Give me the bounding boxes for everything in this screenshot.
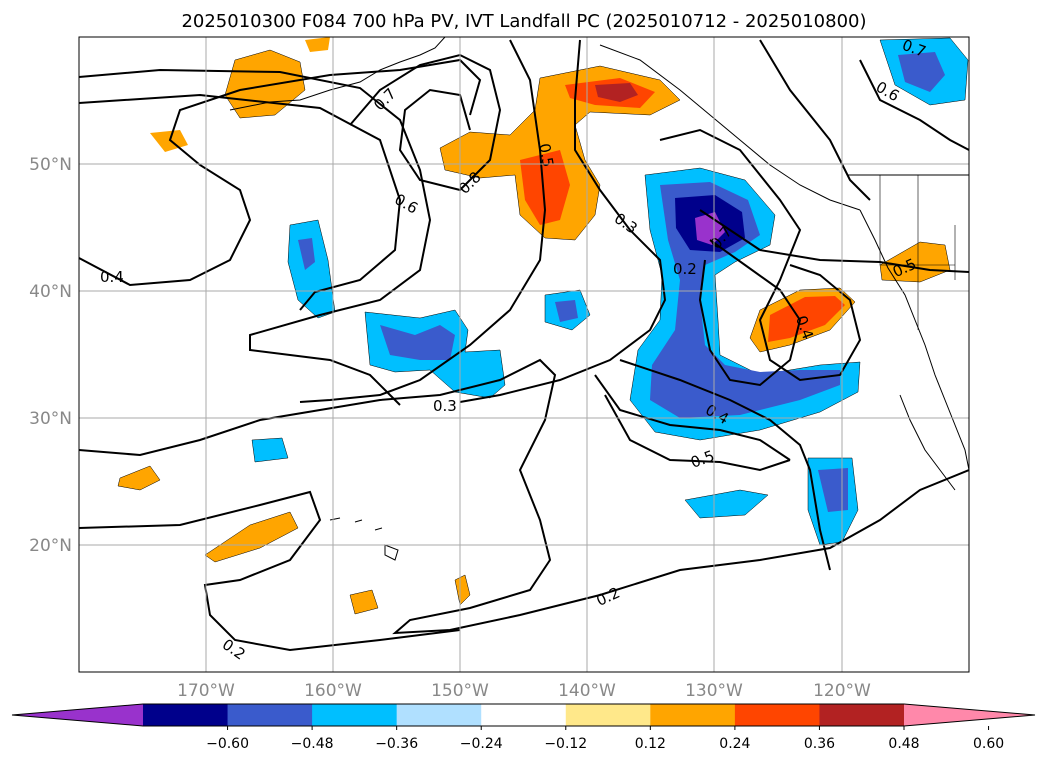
lon-label: 150°W [431, 681, 489, 701]
contour-line-loop-east [659, 128, 862, 382]
contour-line-04 [79, 68, 432, 406]
hawaii [329, 517, 399, 561]
lat-label: 40°N [29, 282, 72, 302]
contour-line-07-east [759, 39, 871, 201]
pos-anomaly-alaska-core [520, 78, 655, 225]
lon-label: 170°W [177, 681, 235, 701]
lat-labels: 50°N 40°N 30°N 20°N [29, 155, 72, 556]
contour-line-06-east [859, 59, 969, 151]
us-west-coast [859, 209, 969, 471]
map-area: 0.7 0.6 0.4 0.8 0.5 0.3 0.2 0.3 0.4 0.5 … [78, 36, 970, 673]
neg-anomaly-central-core [380, 325, 455, 360]
lon-label: 120°W [813, 681, 871, 701]
neg-anomaly-alaska-se-core [898, 52, 945, 92]
colorbar-tick-label: −0.12 [544, 736, 587, 752]
pos-anomaly-alaska-peak [595, 83, 638, 102]
contour-line-west-coast [699, 209, 969, 273]
contour-line-06 [79, 93, 402, 311]
lat-label: 30°N [29, 409, 72, 429]
lon-label: 160°W [304, 681, 362, 701]
colorbar-tick-label: 0.24 [719, 736, 750, 752]
neg-anomaly-gulf-peak [695, 212, 725, 245]
contour-line-03 [459, 39, 667, 403]
alaska-coast [229, 37, 446, 111]
colorbar: −0.60 −0.48 −0.36 −0.24 −0.12 0.12 0.24 0.36 0.4… [11, 703, 1036, 752]
alaska-panhandle [599, 44, 861, 211]
figure-title: 2025010300 F084 700 hPa PV, IVT Landfall… [181, 11, 866, 32]
contour-line-05-inner [604, 394, 791, 472]
colorbar-segment [650, 704, 736, 726]
coastlines [229, 37, 969, 561]
pos-anomaly-california-core [768, 296, 845, 342]
colorbar-segment [143, 704, 229, 726]
gridlines [79, 37, 969, 672]
colorbar-tick-label: 0.60 [973, 736, 1004, 752]
colorbar-tick-label: −0.36 [375, 736, 418, 752]
lat-label: 20°N [29, 536, 72, 556]
neg-anomaly-west-core [298, 238, 315, 270]
colorbar-segment [481, 704, 567, 726]
lon-labels: 170°W 160°W 150°W 140°W 130°W 120°W [177, 681, 871, 701]
pos-anomaly-aleutian [150, 37, 330, 152]
contour-line-07 [349, 53, 502, 192]
contour-label: 0.4 [100, 268, 124, 286]
contour-label: 0.2 [673, 260, 697, 278]
contour-label: 0.5 [535, 142, 557, 169]
state-borders [879, 175, 956, 330]
colorbar-tick-label: −0.60 [206, 736, 249, 752]
contour-line-05 [299, 39, 547, 403]
map-frame [78, 36, 970, 673]
contour-line-02 [79, 358, 969, 635]
shaded-fields [117, 37, 969, 615]
colorbar-segment [312, 704, 398, 726]
colorbar-segment [227, 704, 313, 726]
colorbar-segment [565, 704, 651, 726]
baja [899, 394, 956, 491]
colorbar-tick-label: −0.48 [291, 736, 334, 752]
contour-lines [79, 39, 969, 652]
lon-label: 140°W [558, 681, 616, 701]
pos-anomaly-oregon [879, 241, 951, 283]
contour-line-outer [79, 58, 482, 287]
lon-label: 130°W [685, 681, 743, 701]
colorbar-tick-label: 0.36 [804, 736, 835, 752]
colorbar-extend-high [904, 704, 1035, 726]
pos-anomaly-subtropical [117, 465, 471, 615]
contour-line-loop-inner [698, 239, 802, 387]
colorbar-outline [11, 703, 1036, 727]
colorbar-segment [819, 704, 905, 726]
colorbar-tick-label: 0.12 [635, 736, 666, 752]
contour-label: 0.7 [900, 36, 929, 61]
colorbar-tick-label: 0.48 [888, 736, 919, 752]
lat-label: 50°N [29, 155, 72, 175]
colorbar-segment [396, 704, 482, 726]
contour-line-02-south [79, 490, 461, 652]
colorbar-extend-low [12, 704, 143, 726]
contour-line-04-inner [594, 374, 791, 461]
colorbar-tick-label: −0.24 [460, 736, 503, 752]
contour-label: 0.3 [433, 397, 457, 415]
contour-line-03-inner [619, 359, 831, 571]
colorbar-segment [734, 704, 820, 726]
